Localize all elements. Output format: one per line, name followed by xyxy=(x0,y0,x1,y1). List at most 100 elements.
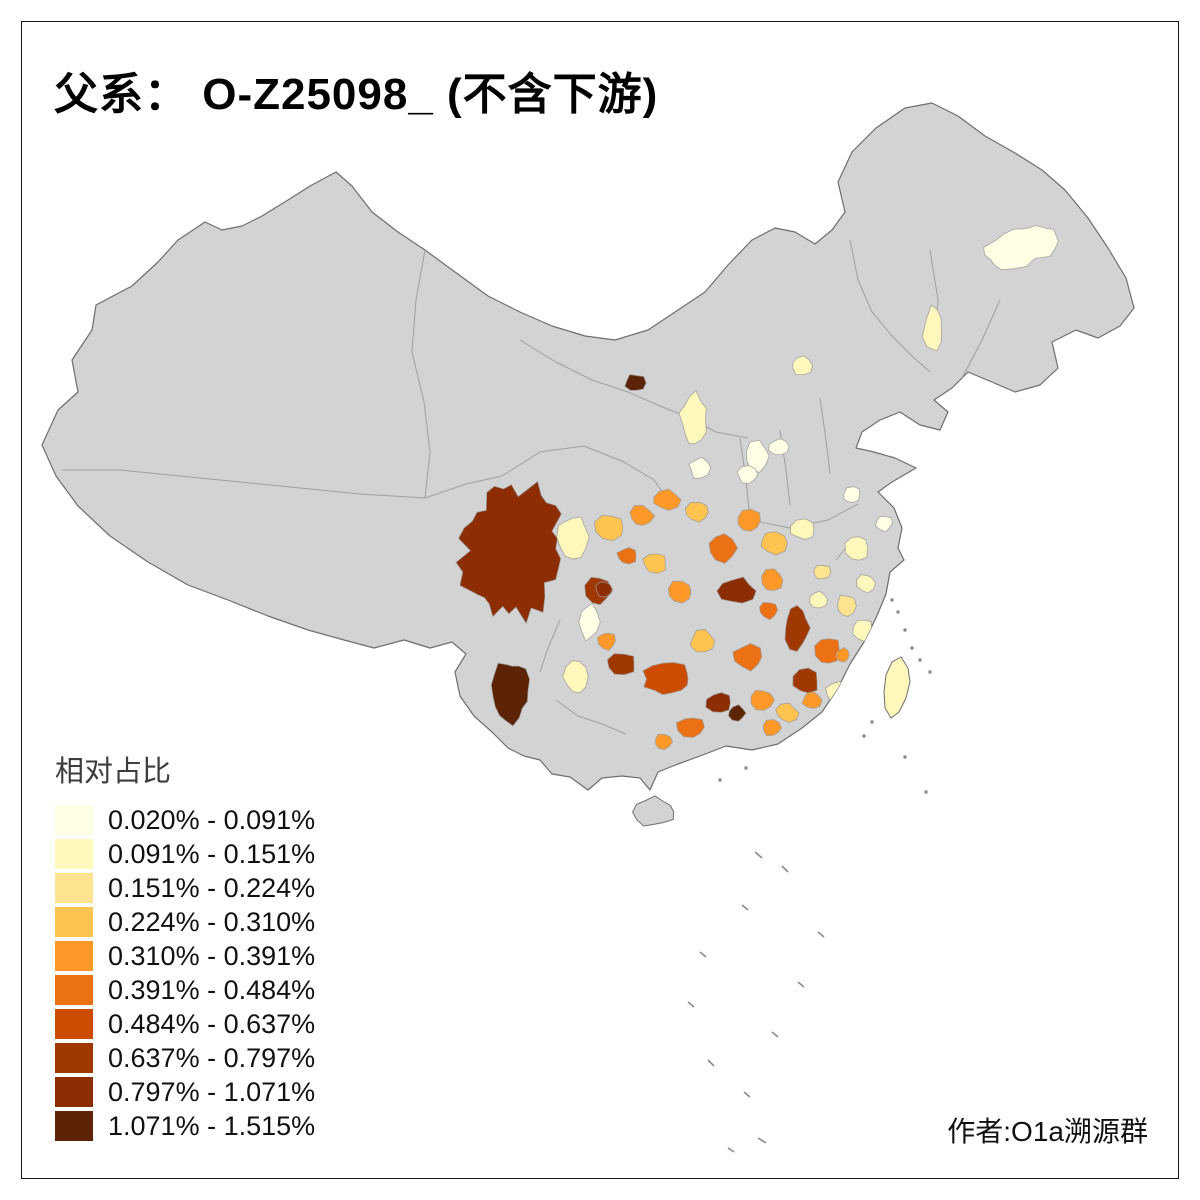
prefecture-region xyxy=(685,501,709,523)
province-border xyxy=(62,469,426,499)
prefecture-region xyxy=(784,604,811,652)
legend-item: 0.310% - 0.391% xyxy=(55,939,315,973)
prefecture-region xyxy=(844,536,869,561)
sea-boundary-dash xyxy=(754,851,763,859)
prefecture-region xyxy=(688,456,712,479)
prefecture-region xyxy=(593,514,624,542)
legend-item: 0.151% - 0.224% xyxy=(55,871,315,905)
legend-item: 0.224% - 0.310% xyxy=(55,905,315,939)
prefecture-region xyxy=(921,304,942,352)
small-island-dot xyxy=(870,720,874,724)
legend-title: 相对占比 xyxy=(55,756,172,788)
prefecture-region xyxy=(728,704,747,722)
province-border xyxy=(539,619,561,673)
prefecture-region xyxy=(856,574,876,594)
taiwan-island xyxy=(883,656,911,719)
prefecture-region xyxy=(837,594,857,617)
small-island-dot xyxy=(910,646,914,650)
province-border xyxy=(849,239,931,373)
province-border xyxy=(555,699,627,735)
sea-boundary-dash xyxy=(727,1147,735,1153)
prefecture-region xyxy=(732,643,763,672)
prefecture-region xyxy=(814,638,840,664)
legend-swatch xyxy=(55,873,93,903)
legend-swatch xyxy=(55,1043,93,1073)
sea-boundary-dash xyxy=(771,1031,779,1038)
prefecture-region xyxy=(759,602,778,621)
legend-label: 0.797% - 1.071% xyxy=(108,1076,316,1107)
prefecture-region xyxy=(792,355,813,376)
author-credit: 作者:O1a溯源群 xyxy=(947,1116,1148,1147)
sea-boundary-dash xyxy=(797,981,805,988)
legend-label: 0.310% - 0.391% xyxy=(108,940,316,971)
legend-item: 0.020% - 0.091% xyxy=(55,803,315,837)
legend-label: 0.484% - 0.637% xyxy=(108,1008,316,1039)
prefecture-region xyxy=(835,647,850,663)
legend-item: 1.071% - 1.515% xyxy=(55,1109,315,1143)
sea-boundary-dash xyxy=(817,931,825,938)
legend-label: 0.091% - 0.151% xyxy=(108,838,316,869)
prefecture-region xyxy=(813,564,832,580)
small-island-dot xyxy=(862,734,866,738)
prefecture-region xyxy=(678,390,707,445)
sea-boundary-dash xyxy=(743,1091,751,1098)
prefecture-region xyxy=(653,488,682,511)
legend-swatch xyxy=(55,805,93,835)
legend-item: 0.797% - 1.071% xyxy=(55,1075,315,1109)
prefecture-region xyxy=(761,568,784,591)
legend-label: 0.151% - 0.224% xyxy=(108,872,316,903)
prefecture-region xyxy=(768,438,790,456)
prefecture-region xyxy=(689,629,715,653)
sea-boundary-dash xyxy=(781,865,789,873)
legend-item: 0.484% - 0.637% xyxy=(55,1007,315,1041)
prefecture-region xyxy=(874,516,894,533)
small-island-dot xyxy=(918,658,922,662)
prefecture-region xyxy=(801,691,823,709)
sea-boundary-dash xyxy=(687,1001,695,1008)
prefecture-region xyxy=(750,689,775,711)
prefecture-region xyxy=(737,508,761,532)
prefecture-region xyxy=(675,717,705,738)
prefecture-region xyxy=(716,576,757,604)
legend: 相对占比 0.020% - 0.091% 0.091% - 0.151% 0.151… xyxy=(55,748,315,1143)
legend-swatch xyxy=(55,975,93,1005)
small-island-dot xyxy=(903,628,907,632)
prefecture-region xyxy=(578,602,601,642)
prefecture-region xyxy=(490,662,530,727)
prefecture-region xyxy=(597,632,616,651)
prefecture-region xyxy=(595,581,613,598)
province-border xyxy=(519,339,749,439)
sea-boundary-dash xyxy=(757,1137,767,1144)
prefecture-region xyxy=(736,465,759,484)
prefecture-region xyxy=(983,225,1059,271)
small-island-dot xyxy=(744,766,748,770)
province-border xyxy=(961,299,1001,379)
prefecture-region xyxy=(705,692,731,713)
prefecture-region xyxy=(775,702,800,723)
prefecture-region xyxy=(668,580,692,604)
prefecture-region xyxy=(642,553,666,574)
legend-label: 0.637% - 0.797% xyxy=(108,1042,316,1073)
prefecture-region xyxy=(850,658,866,674)
prefecture-region xyxy=(746,439,770,473)
sea-boundary-dash xyxy=(707,1059,715,1067)
prefecture-region xyxy=(556,516,590,560)
province-border xyxy=(411,249,431,499)
prefecture-region xyxy=(562,660,589,694)
legend-label: 0.020% - 0.091% xyxy=(108,804,316,835)
legend-swatch xyxy=(55,941,93,971)
province-border xyxy=(819,397,831,475)
small-island-dot xyxy=(890,598,894,602)
legend-swatch xyxy=(55,1009,93,1039)
prefecture-region xyxy=(655,733,674,750)
small-island-dot xyxy=(928,670,932,674)
mainland-landmass xyxy=(41,102,1135,791)
small-island-dot xyxy=(896,610,900,614)
prefecture-region xyxy=(624,374,647,391)
hainan-island xyxy=(632,795,675,827)
legend-item: 0.637% - 0.797% xyxy=(55,1041,315,1075)
sea-boundary-dash xyxy=(699,951,707,958)
prefecture-region xyxy=(616,547,637,565)
legend-swatch xyxy=(55,839,93,869)
